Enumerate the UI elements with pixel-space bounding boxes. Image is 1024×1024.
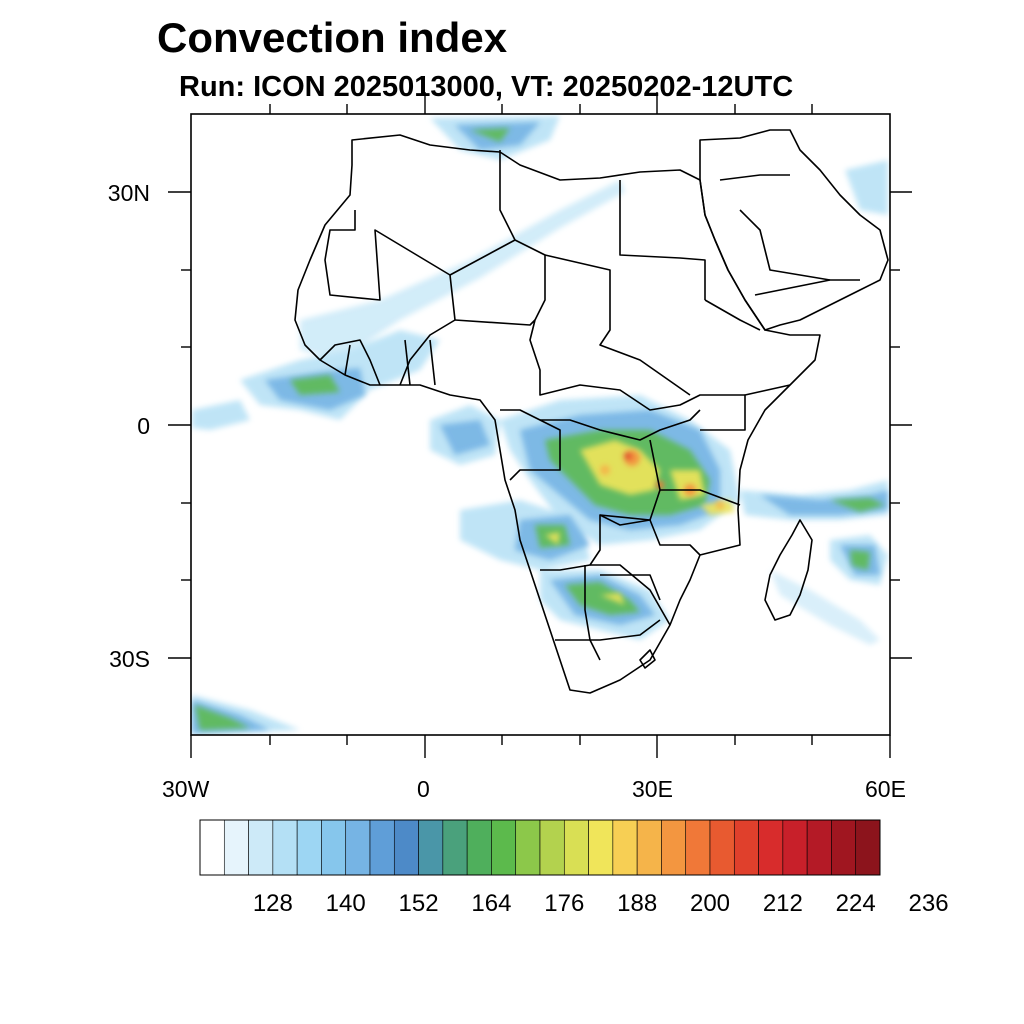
colorbar-swatch bbox=[466, 819, 492, 876]
colorbar-swatch bbox=[515, 819, 541, 876]
coastlines-borders bbox=[294, 129, 889, 694]
colorbar-swatch bbox=[345, 819, 371, 876]
colorbar-swatch bbox=[296, 819, 322, 876]
colorbar bbox=[199, 819, 881, 876]
page-title: Convection index bbox=[157, 14, 508, 61]
colorbar-swatch bbox=[393, 819, 419, 876]
lon-label-30e: 30E bbox=[632, 776, 673, 802]
colorbar-label: 224 bbox=[835, 890, 876, 917]
lat-label-0: 0 bbox=[137, 413, 150, 439]
colorbar-swatch bbox=[321, 819, 347, 876]
axis-ticks bbox=[168, 92, 912, 758]
convection-field bbox=[192, 116, 888, 735]
lat-label-30n: 30N bbox=[107, 180, 150, 206]
lon-label-30w: 30W bbox=[162, 776, 210, 802]
colorbar-swatch bbox=[272, 819, 298, 876]
colorbar-swatch bbox=[248, 819, 274, 876]
colorbar-label: 128 bbox=[252, 890, 293, 917]
colorbar-swatch bbox=[806, 819, 832, 876]
colorbar-swatch bbox=[661, 819, 687, 876]
colorbar-swatch bbox=[685, 819, 711, 876]
colorbar-swatch bbox=[442, 819, 468, 876]
colorbar-swatch bbox=[369, 819, 395, 876]
colorbar-swatch bbox=[588, 819, 614, 876]
colorbar-swatch bbox=[199, 819, 225, 876]
colorbar-swatch bbox=[831, 819, 857, 876]
colorbar-frame bbox=[199, 819, 881, 876]
colorbar-swatch bbox=[491, 819, 517, 876]
lon-label-60e: 60E bbox=[865, 776, 906, 802]
colorbar-swatch bbox=[563, 819, 589, 876]
lon-label-0: 0 bbox=[417, 776, 430, 802]
colorbar-swatch bbox=[539, 819, 565, 876]
colorbar-label: 164 bbox=[471, 890, 512, 917]
colorbar-label: 140 bbox=[325, 890, 366, 917]
lat-label-30s: 30S bbox=[109, 646, 150, 672]
colorbar-swatch bbox=[612, 819, 638, 876]
colorbar-swatch bbox=[855, 819, 881, 876]
colorbar-swatch bbox=[223, 819, 249, 876]
colorbar-swatch bbox=[709, 819, 735, 876]
colorbar-label: 200 bbox=[689, 890, 731, 917]
colorbar-label: 188 bbox=[617, 890, 658, 917]
colorbar-swatch bbox=[782, 819, 808, 876]
colorbar-swatch bbox=[636, 819, 662, 876]
colorbar-label: 212 bbox=[762, 890, 803, 917]
colorbar-label: 236 bbox=[908, 890, 949, 917]
colorbar-swatch bbox=[758, 819, 784, 876]
colorbar-swatch bbox=[418, 819, 444, 876]
page-subtitle: Run: ICON 2025013000, VT: 20250202-12UTC bbox=[179, 71, 794, 103]
colorbar-label: 176 bbox=[544, 890, 585, 917]
colorbar-swatch bbox=[733, 819, 759, 876]
colorbar-label: 152 bbox=[398, 890, 439, 917]
